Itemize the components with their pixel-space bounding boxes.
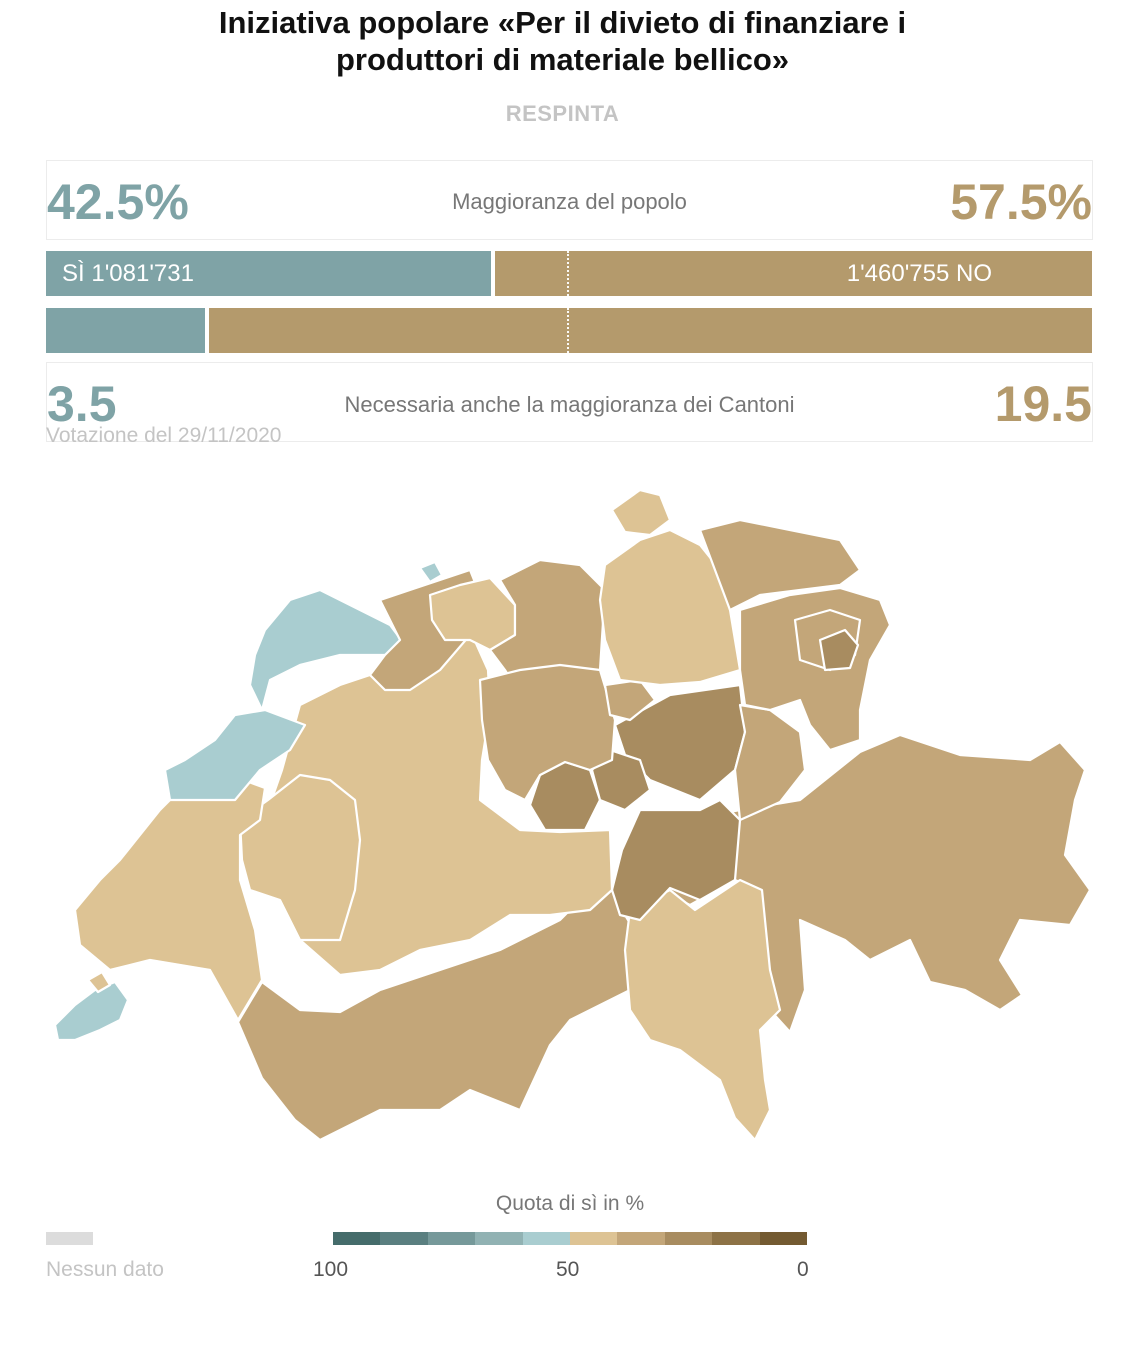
legend-tick-100: 100 (313, 1258, 349, 1281)
yes-votes-label: SÌ 1'081'731 (62, 260, 194, 287)
region-lucerne[interactable] (478, 663, 617, 802)
popular-majority-label: Maggioranza del popolo (452, 189, 687, 214)
no-data-swatch (46, 1232, 93, 1245)
color-scale-step (712, 1232, 760, 1245)
color-scale-step (427, 1232, 476, 1245)
legend-title: Quota di sì in % (495, 1192, 645, 1215)
popular-no-percent: 57.5% (950, 174, 1092, 230)
color-scale-step (617, 1232, 665, 1245)
canton-yes-segment (46, 308, 205, 353)
popular-no-segment (495, 251, 1092, 296)
popular-majority-box: 42.5% Maggioranza del popolo 57.5% (46, 160, 1093, 240)
canton-no-count: 19.5 (994, 376, 1092, 432)
region-thurgau[interactable] (698, 518, 862, 612)
region-neuchatel[interactable] (163, 708, 307, 802)
legend-tick-50: 50 (556, 1258, 580, 1281)
legend-tick-0: 0 (797, 1258, 809, 1281)
title-line-2: produttori di materiale bellico» (335, 42, 790, 77)
region-geneva[interactable] (53, 980, 130, 1042)
canton-majority-box: 3.5 Necessaria anche la maggioranza dei … (46, 362, 1093, 442)
color-scale-step (522, 1232, 571, 1245)
popular-yes-percent: 42.5% (47, 174, 189, 230)
switzerland-municipality-map (53, 488, 1092, 1142)
region-appenzell-inner[interactable] (818, 628, 860, 672)
no-data-label: Nessun dato (46, 1258, 164, 1281)
region-uri[interactable] (610, 798, 742, 922)
vote-date: Votazione del 29/11/2020 (46, 424, 282, 447)
region-vaud[interactable] (73, 773, 267, 1022)
region-fribourg[interactable] (238, 773, 362, 942)
color-scale-step (380, 1232, 428, 1245)
popular-yes-segment (46, 251, 491, 296)
color-scale-step (333, 1232, 381, 1245)
popular-majority-line (567, 251, 569, 296)
canton-majority-line (567, 308, 569, 353)
canton-yes-count: 3.5 (47, 376, 117, 432)
region-glarus[interactable] (733, 703, 807, 822)
title-line-1: Iniziativa popolare «Per il divieto di f… (218, 5, 907, 40)
region-schaffhausen[interactable] (610, 488, 672, 537)
canton-vote-bar (46, 308, 1092, 353)
color-scale-step (570, 1232, 618, 1245)
result-status: RESPINTA (505, 101, 620, 126)
region-ticino[interactable] (623, 878, 782, 1142)
canton-majority-label: Necessaria anche la maggioranza dei Cant… (344, 392, 795, 417)
region-geneva-small[interactable] (86, 970, 112, 994)
region-basel-city[interactable] (418, 560, 444, 584)
canton-no-segment (209, 308, 1092, 353)
no-votes-label: 1'460'755 NO (846, 260, 992, 287)
color-scale-step (664, 1232, 713, 1245)
color-scale-step (759, 1232, 808, 1245)
color-scale-step (475, 1232, 523, 1245)
region-jura[interactable] (248, 588, 407, 712)
popular-vote-bar: SÌ 1'081'731 1'460'755 NO (46, 251, 1092, 296)
color-scale (333, 1232, 808, 1245)
page-title: Iniziativa popolare «Per il divieto di f… (0, 4, 1125, 78)
